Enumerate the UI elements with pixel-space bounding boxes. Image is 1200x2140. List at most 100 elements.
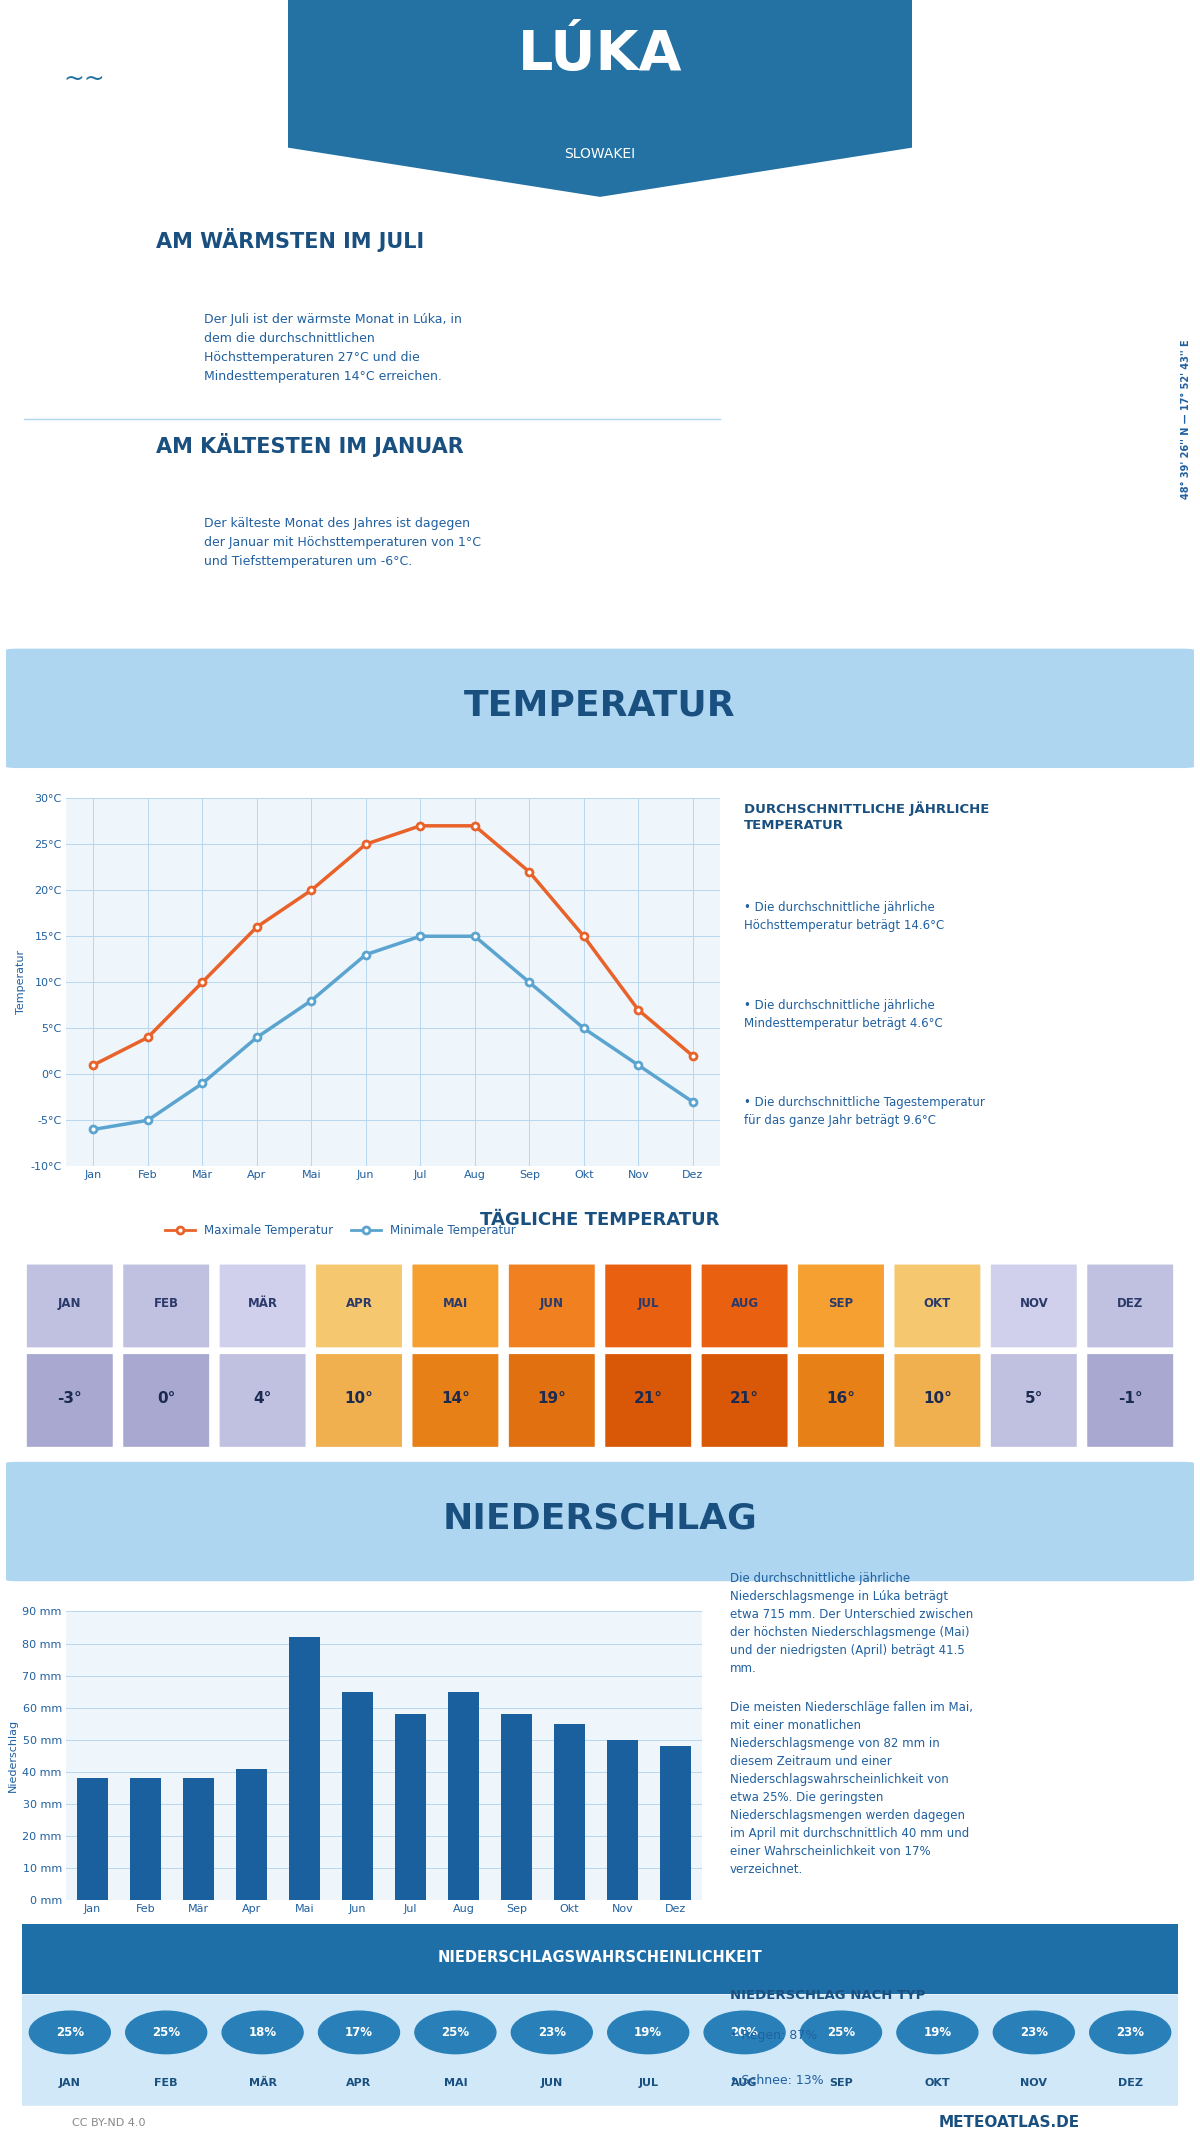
Text: JUL: JUL: [637, 1297, 659, 1310]
Text: • Regen: 87%: • Regen: 87%: [730, 2029, 817, 2042]
FancyBboxPatch shape: [797, 1352, 886, 1449]
Circle shape: [607, 2012, 689, 2054]
Text: DEZ: DEZ: [1117, 1297, 1144, 1310]
Bar: [289, 1637, 320, 1900]
Circle shape: [126, 2012, 206, 2054]
Text: 18%: 18%: [248, 2027, 277, 2039]
Text: 10°: 10°: [923, 1391, 952, 1406]
FancyBboxPatch shape: [797, 1263, 886, 1348]
FancyBboxPatch shape: [604, 1263, 692, 1348]
Text: DEZ: DEZ: [1117, 2078, 1142, 2089]
Text: 17%: 17%: [346, 2027, 373, 2039]
Y-axis label: Niederschlag: Niederschlag: [8, 1718, 18, 1793]
Text: 19%: 19%: [923, 2027, 952, 2039]
Text: Der kälteste Monat des Jahres ist dagegen
der Januar mit Höchsttemperaturen von : Der kälteste Monat des Jahres ist dagege…: [204, 518, 481, 569]
FancyBboxPatch shape: [893, 1352, 982, 1449]
Bar: [553, 1725, 586, 1900]
FancyBboxPatch shape: [893, 1263, 982, 1348]
FancyBboxPatch shape: [990, 1263, 1078, 1348]
Text: 23%: 23%: [1116, 2027, 1145, 2039]
FancyBboxPatch shape: [990, 1352, 1078, 1449]
Text: 14°: 14°: [440, 1391, 470, 1406]
Text: 0°: 0°: [157, 1391, 175, 1406]
Circle shape: [222, 2012, 304, 2054]
Text: FEB: FEB: [155, 2078, 178, 2089]
FancyBboxPatch shape: [701, 1352, 788, 1449]
FancyBboxPatch shape: [1086, 1263, 1175, 1348]
Text: JUL: JUL: [638, 2078, 659, 2089]
Bar: [130, 1778, 161, 1900]
Text: Die meisten Niederschläge fallen im Mai,
mit einer monatlichen
Niederschlagsmeng: Die meisten Niederschläge fallen im Mai,…: [730, 1701, 973, 1877]
Text: OKT: OKT: [924, 1297, 952, 1310]
Circle shape: [415, 2012, 496, 2054]
FancyBboxPatch shape: [25, 1352, 114, 1449]
Text: DURCHSCHNITTLICHE JÄHRLICHE
TEMPERATUR: DURCHSCHNITTLICHE JÄHRLICHE TEMPERATUR: [744, 802, 989, 832]
Text: 25%: 25%: [827, 2027, 856, 2039]
Text: 21°: 21°: [634, 1391, 662, 1406]
Text: 19%: 19%: [634, 2027, 662, 2039]
Text: NOV: NOV: [1020, 1297, 1048, 1310]
Bar: [342, 1691, 373, 1900]
FancyBboxPatch shape: [25, 1263, 114, 1348]
Bar: [448, 1691, 480, 1900]
Circle shape: [1090, 2012, 1171, 2054]
Text: TEMPERATUR: TEMPERATUR: [464, 689, 736, 723]
FancyBboxPatch shape: [412, 1352, 499, 1449]
Text: • Die durchschnittliche Tagestemperatur
für das ganze Jahr beträgt 9.6°C: • Die durchschnittliche Tagestemperatur …: [744, 1096, 985, 1128]
Bar: [235, 1768, 268, 1900]
Text: MAI: MAI: [443, 1297, 468, 1310]
Text: MÄR: MÄR: [248, 2078, 277, 2089]
Text: OKT: OKT: [924, 2078, 950, 2089]
Text: 20%: 20%: [731, 2027, 758, 2039]
Text: LÚKA: LÚKA: [517, 28, 683, 81]
Circle shape: [800, 2012, 882, 2054]
Text: 16°: 16°: [827, 1391, 856, 1406]
Text: • Die durchschnittliche jährliche
Mindesttemperatur beträgt 4.6°C: • Die durchschnittliche jährliche Mindes…: [744, 999, 943, 1029]
FancyBboxPatch shape: [701, 1263, 788, 1348]
Bar: [607, 1740, 638, 1900]
FancyBboxPatch shape: [508, 1263, 596, 1348]
Polygon shape: [288, 0, 912, 197]
Text: APR: APR: [346, 1297, 372, 1310]
Bar: [660, 1746, 691, 1900]
FancyBboxPatch shape: [6, 648, 1194, 768]
Text: JAN: JAN: [58, 1297, 82, 1310]
Text: JUN: JUN: [541, 2078, 563, 2089]
Text: 21°: 21°: [730, 1391, 760, 1406]
Text: FEB: FEB: [154, 1297, 179, 1310]
Text: 25%: 25%: [55, 2027, 84, 2039]
FancyBboxPatch shape: [314, 1263, 403, 1348]
Text: SLOWAKEI: SLOWAKEI: [564, 146, 636, 160]
Text: 19°: 19°: [538, 1391, 566, 1406]
FancyBboxPatch shape: [508, 1352, 596, 1449]
FancyBboxPatch shape: [412, 1263, 499, 1348]
FancyBboxPatch shape: [22, 1994, 1178, 2106]
Text: METEOATLAS.DE: METEOATLAS.DE: [938, 2114, 1080, 2131]
Text: AM KÄLTESTEN IM JANUAR: AM KÄLTESTEN IM JANUAR: [156, 432, 463, 456]
Text: NIEDERSCHLAGSWAHRSCHEINLICHKEIT: NIEDERSCHLAGSWAHRSCHEINLICHKEIT: [438, 1950, 762, 1965]
Text: 10°: 10°: [344, 1391, 373, 1406]
Text: • Die durchschnittliche jährliche
Höchsttemperatur beträgt 14.6°C: • Die durchschnittliche jährliche Höchst…: [744, 901, 944, 933]
FancyBboxPatch shape: [6, 1462, 1194, 1581]
Text: JAN: JAN: [59, 2078, 80, 2089]
Text: APR: APR: [347, 2078, 372, 2089]
Y-axis label: Temperatur: Temperatur: [17, 950, 26, 1014]
Text: NIEDERSCHLAG NACH TYP: NIEDERSCHLAG NACH TYP: [730, 1990, 925, 2003]
Bar: [182, 1778, 215, 1900]
Circle shape: [511, 2012, 593, 2054]
Circle shape: [994, 2012, 1074, 2054]
Text: CC BY-ND 4.0: CC BY-ND 4.0: [72, 2119, 145, 2127]
Bar: [77, 1778, 108, 1900]
FancyBboxPatch shape: [122, 1263, 210, 1348]
Bar: [500, 1714, 533, 1900]
Circle shape: [318, 2012, 400, 2054]
Text: AUG: AUG: [732, 2078, 757, 2089]
Text: -3°: -3°: [58, 1391, 82, 1406]
FancyBboxPatch shape: [218, 1352, 307, 1449]
Text: 25%: 25%: [152, 2027, 180, 2039]
Text: ~~: ~~: [64, 66, 104, 90]
Legend: Niederschlagssumme: Niederschlagssumme: [204, 1930, 373, 1952]
Text: MAI: MAI: [444, 2078, 467, 2089]
Text: TÄGLICHE TEMPERATUR: TÄGLICHE TEMPERATUR: [480, 1211, 720, 1228]
Text: Die durchschnittliche jährliche
Niederschlagsmenge in Lúka beträgt
etwa 715 mm. : Die durchschnittliche jährliche Niedersc…: [730, 1573, 973, 1676]
